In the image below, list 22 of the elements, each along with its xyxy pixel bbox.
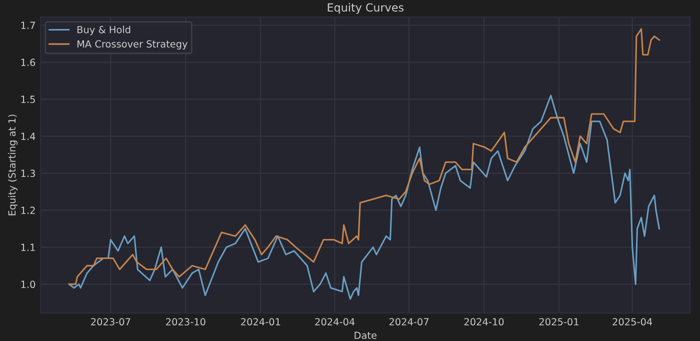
line-series <box>68 94 660 300</box>
y-axis-title: Equity (Starting at 1) <box>8 114 18 216</box>
y-tick-label: 1.0 <box>21 280 36 288</box>
x-tick-label: 2024-04 <box>315 318 355 326</box>
y-tick-label: 1.4 <box>21 132 36 140</box>
y-tick-label: 1.7 <box>21 22 35 29</box>
y-tick-label: 1.5 <box>21 96 35 104</box>
x-tick-label: 2025-01 <box>539 318 578 326</box>
x-tick-label: 2023-07 <box>91 318 130 326</box>
legend-label: Buy & Hold <box>78 26 130 36</box>
y-tick-label: 1.2 <box>21 206 35 214</box>
x-tick-label: 2024-10 <box>464 318 504 326</box>
x-axis-title: Date <box>354 332 376 339</box>
x-tick-label: 2023-10 <box>166 318 206 326</box>
y-tick-label: 1.1 <box>21 244 35 251</box>
x-tick-label: 2025-04 <box>612 318 652 326</box>
x-tick-label: 2024-01 <box>241 318 280 326</box>
chart-title: Equity Curves <box>328 3 404 14</box>
y-tick-label: 1.3 <box>21 170 35 178</box>
y-tick-label: 1.6 <box>21 58 36 66</box>
x-tick-label: 2024-07 <box>389 318 428 326</box>
legend-label: MA Crossover Strategy <box>78 40 188 50</box>
